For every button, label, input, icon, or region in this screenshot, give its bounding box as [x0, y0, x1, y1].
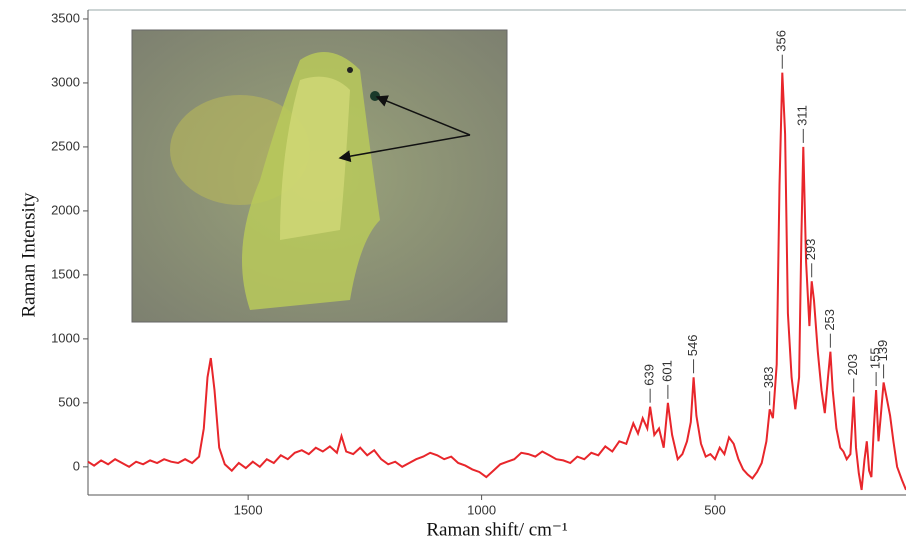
y-tick-label: 3000	[51, 74, 80, 89]
y-tick-label: 2500	[51, 138, 80, 153]
peak-label: 356	[774, 30, 789, 52]
y-tick-label: 0	[73, 458, 80, 473]
peak-label: 253	[822, 309, 837, 331]
peak-label: 311	[795, 105, 810, 126]
y-axis-title: Raman Intensity	[18, 192, 39, 318]
x-tick-label: 500	[704, 502, 726, 517]
peak-label: 203	[845, 354, 860, 376]
peak-label: 139	[875, 340, 890, 362]
inset-image	[132, 30, 507, 322]
y-tick-label: 1500	[51, 266, 80, 281]
x-tick-label: 1500	[234, 502, 263, 517]
page: {"chart_data": {"type": "line", "x_label…	[0, 0, 906, 543]
y-tick-label: 3500	[51, 10, 80, 25]
peak-label: 546	[685, 335, 700, 357]
y-tick-label: 2000	[51, 202, 80, 217]
peak-label: 639	[642, 364, 657, 386]
peak-label: 601	[659, 360, 674, 382]
x-tick-label: 1000	[467, 502, 496, 517]
peak-label: 293	[803, 239, 818, 261]
y-tick-label: 500	[58, 394, 80, 409]
y-tick-label: 1000	[51, 330, 80, 345]
chart: Raman Intensity Raman shift/ cm⁻¹ 0 500 10…	[0, 0, 906, 543]
x-axis-title: Raman shift/ cm⁻¹	[426, 519, 568, 540]
peak-label: 383	[761, 367, 776, 389]
